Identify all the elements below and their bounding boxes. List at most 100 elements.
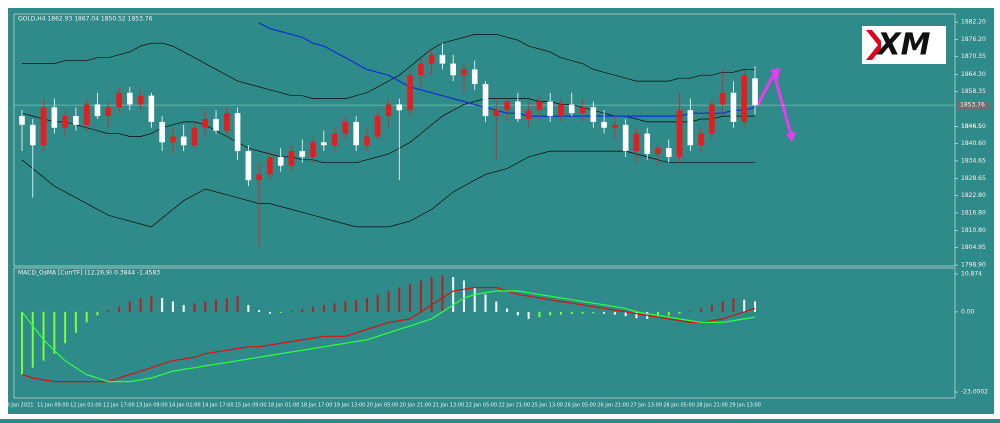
histogram-bar	[721, 301, 724, 312]
candle-body	[493, 110, 500, 117]
histogram-bar	[430, 277, 433, 312]
candle-body	[385, 104, 392, 117]
histogram-bar	[538, 311, 541, 318]
histogram-bar	[150, 296, 153, 312]
x-tick-label: 14 Jan 01:00	[169, 403, 201, 409]
candle-body	[62, 116, 68, 128]
histogram-bar	[559, 311, 562, 315]
candle-body	[525, 110, 532, 119]
candle-body	[202, 119, 209, 128]
histogram-bar	[118, 306, 121, 312]
arrow-head	[770, 68, 780, 80]
candle-body	[504, 101, 510, 111]
candle-body	[51, 107, 58, 128]
histogram-bar	[355, 299, 358, 312]
candle-body	[471, 69, 478, 84]
candle-body	[224, 113, 230, 131]
macd-panel	[13, 267, 956, 399]
annotation-arrows	[755, 68, 796, 142]
histogram-bar	[182, 304, 185, 312]
histogram-bar	[21, 311, 23, 375]
y-tick-label: 1882.20	[961, 19, 986, 26]
x-tick-label: 18 Jan 01:00	[268, 403, 300, 409]
candle-body	[83, 104, 90, 125]
histogram-bar	[452, 277, 455, 312]
histogram-bar	[64, 311, 67, 344]
histogram-bar	[53, 311, 56, 354]
histogram-bar	[754, 301, 756, 312]
candle-body	[547, 101, 553, 117]
candle-body	[741, 75, 748, 122]
histogram-bar	[678, 311, 681, 314]
candle-body	[234, 113, 241, 152]
histogram-bar	[473, 287, 476, 312]
histogram-bar	[656, 311, 659, 318]
candle-body	[622, 124, 629, 152]
y-tick-label: 1876.20	[961, 36, 986, 43]
histogram-bar	[42, 311, 45, 361]
indicator-line	[22, 34, 755, 99]
x-tick-label: 28 Jan 05:00	[663, 403, 695, 409]
y-tick-label: 1804.95	[961, 244, 986, 251]
histogram-bar	[624, 311, 627, 317]
histogram-bar	[603, 311, 606, 314]
candle-body	[19, 116, 25, 125]
histogram-bar	[581, 311, 584, 314]
candle-body	[299, 151, 306, 157]
candle-body	[568, 104, 575, 114]
indicator-line	[21, 150, 755, 228]
y-tick-label: 1846.50	[961, 123, 986, 130]
y-tick-label: 1828.65	[961, 175, 986, 182]
macd-plot	[21, 275, 756, 383]
candle-body	[698, 133, 704, 146]
candle-body	[94, 104, 101, 117]
histogram-bar	[344, 301, 347, 312]
candle-body	[331, 133, 338, 146]
candle-body	[170, 136, 176, 143]
x-tick-label: 25 Jan 13:00	[531, 403, 563, 409]
main-panel	[13, 13, 956, 267]
logo-mark	[866, 30, 881, 60]
candle-body	[579, 107, 586, 114]
histogram-bar	[107, 310, 110, 312]
histogram-bar	[743, 299, 746, 312]
candle-body	[482, 84, 489, 117]
histogram-bar	[333, 303, 336, 312]
x-tick-label: 12 Jan 17:00	[103, 403, 135, 409]
y-tick-label: 1822.80	[961, 192, 986, 199]
x-tick-label: 26 Jan 05:00	[564, 403, 596, 409]
candle-body	[612, 124, 618, 128]
candle-body	[137, 95, 144, 105]
candle-body	[665, 148, 672, 157]
candle-body	[116, 92, 122, 108]
logo: XM	[876, 28, 931, 63]
candle-body	[407, 75, 413, 111]
y-tick-label: 1798.90	[961, 262, 986, 269]
macd-header: MACD_OsMA [CurrTF] (12,26,9) 0.3844 -1.4…	[18, 270, 160, 277]
histogram-bar	[700, 308, 703, 312]
candle-body	[245, 151, 252, 181]
histogram-bar	[495, 301, 498, 312]
x-tick-label: 13 Jan 09:00	[136, 403, 168, 409]
price-label-box	[957, 101, 989, 110]
background	[8, 8, 994, 414]
candle-body	[105, 107, 112, 117]
x-tick-label: 26 Jan 21:00	[597, 403, 629, 409]
histogram-bar	[516, 311, 519, 316]
candle-body	[148, 95, 155, 122]
candle-body	[676, 110, 683, 157]
histogram-bar	[279, 311, 282, 313]
candle-body	[418, 63, 424, 76]
histogram-bar	[570, 311, 573, 315]
histogram-bar	[419, 280, 422, 312]
histogram-bar	[139, 297, 142, 312]
candle-body	[719, 92, 726, 105]
x-tick-label: 20 Jan 05:00	[367, 403, 399, 409]
histogram-bar	[193, 303, 196, 312]
arrow-head	[786, 132, 796, 142]
x-tick-label: 27 Jan 13:00	[630, 403, 662, 409]
x-tick-label: 8 Jan 2021	[7, 403, 34, 409]
histogram-bar	[301, 309, 304, 312]
candle-body	[191, 127, 198, 146]
histogram-bar	[484, 294, 487, 312]
